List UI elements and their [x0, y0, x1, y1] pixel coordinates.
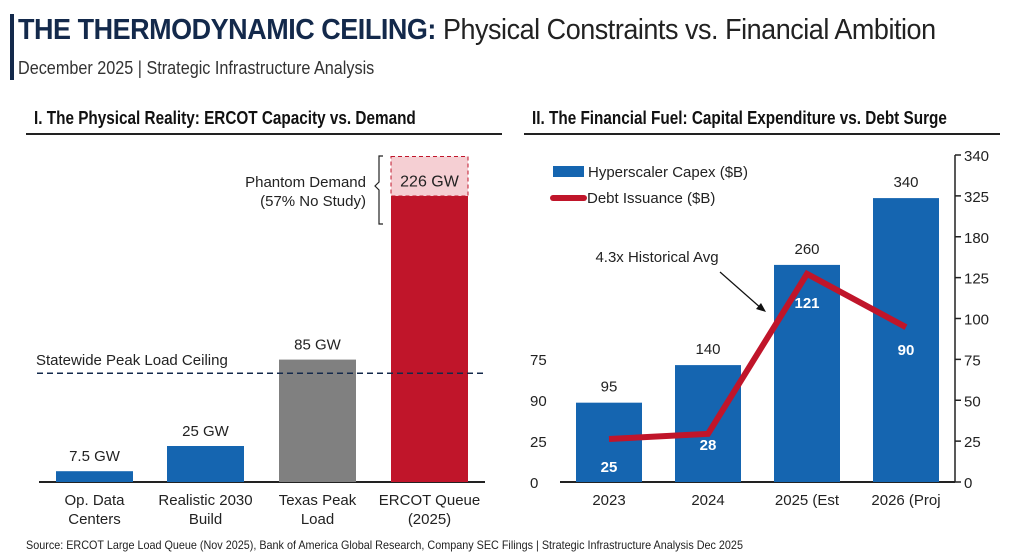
- title-rest: Physical Constraints vs. Financial Ambit…: [442, 14, 936, 46]
- debt-value-label: 121: [794, 295, 819, 312]
- legend-capex-label: Hyperscaler Capex ($B): [588, 164, 748, 181]
- capex-value-label: 340: [893, 174, 918, 191]
- right-y-tick-label: 50: [964, 393, 981, 410]
- left-y-tick-label: 0: [530, 475, 538, 492]
- bar-value-label: 25 GW: [182, 423, 230, 440]
- right-y-tick-label: 75: [964, 352, 981, 369]
- left-y-tick-label: 75: [530, 352, 547, 369]
- phantom-demand-segment: [390, 156, 469, 197]
- x-tick-label: Realistic 2030: [158, 492, 252, 509]
- left-title-rule: [26, 133, 502, 135]
- right-title-rule: [524, 133, 1000, 135]
- x-tick-label: Build: [189, 511, 222, 528]
- title-bold: THE THERMODYNAMIC CEILING:: [18, 14, 436, 46]
- right-y-tick-label: 0: [964, 475, 972, 492]
- bar-value-label: 7.5 GW: [69, 448, 121, 465]
- capex-bar-2026 (Proj: [873, 198, 939, 482]
- right-y-tick-label: 25: [964, 434, 981, 451]
- left-chart-title: I. The Physical Reality: ERCOT Capacity …: [34, 108, 416, 128]
- x-tick-label: Texas Peak: [279, 492, 357, 509]
- legend-capex-swatch: [553, 166, 584, 177]
- capex-bar-2024: [675, 365, 741, 482]
- historical-avg-annotation: 4.3x Historical Avg: [595, 249, 718, 266]
- title-accent-bar: [10, 14, 14, 80]
- left-y-tick-label: 25: [530, 434, 547, 451]
- phantom-annotation-line2: (57% No Study): [260, 193, 366, 210]
- right-y-tick-label: 125: [964, 271, 989, 288]
- bar-ercot-queue: [391, 196, 468, 482]
- phantom-annotation-line1: Phantom Demand: [245, 174, 366, 191]
- x-tick-label: 2023: [592, 492, 625, 509]
- right-chart-title: II. The Financial Fuel: Capital Expendit…: [532, 108, 947, 128]
- x-tick-label: Centers: [68, 511, 121, 528]
- capex-value-label: 95: [601, 379, 618, 396]
- capex-value-label: 260: [794, 241, 819, 258]
- x-tick-label: Op. Data: [64, 492, 125, 509]
- capex-value-label: 140: [695, 341, 720, 358]
- ceiling-label: Statewide Peak Load Ceiling: [36, 352, 228, 369]
- right-y-tick-label: 180: [964, 230, 989, 247]
- bar-value-label: 85 GW: [294, 337, 342, 354]
- phantom-brace: [374, 155, 383, 225]
- x-tick-label: ERCOT Queue: [379, 492, 480, 509]
- page-title: THE THERMODYNAMIC CEILING: Physical Cons…: [18, 14, 936, 47]
- x-tick-label: 2025 (Est: [775, 492, 840, 509]
- x-tick-label: Load: [301, 511, 334, 528]
- capex-bar-2023: [576, 402, 642, 482]
- debt-issuance-line: [608, 269, 908, 442]
- bar-0: [56, 471, 133, 482]
- legend-debt-label: Debt Issuance ($B): [587, 190, 715, 207]
- annotation-arrow-head: [756, 303, 766, 312]
- debt-value-label: 25: [601, 459, 618, 476]
- bar-1: [167, 446, 244, 482]
- bar-value-label: 226 GW: [400, 174, 460, 191]
- right-y-tick-label: 340: [964, 148, 989, 165]
- left-y-tick-label: 90: [530, 393, 547, 410]
- capex-bar-2025 (Est: [774, 264, 840, 482]
- debt-value-label: 90: [898, 342, 915, 359]
- x-tick-label: 2024: [691, 492, 724, 509]
- source-note: Source: ERCOT Large Load Queue (Nov 2025…: [26, 538, 743, 552]
- annotation-arrow-line: [719, 271, 763, 310]
- bar-2: [279, 359, 356, 482]
- right-y-tick-label: 325: [964, 189, 989, 206]
- x-tick-label: 2026 (Proj: [871, 492, 940, 509]
- page-subtitle: December 2025 | Strategic Infrastructure…: [18, 58, 375, 78]
- x-tick-label: (2025): [408, 511, 451, 528]
- debt-value-label: 28: [700, 437, 717, 454]
- right-y-tick-label: 100: [964, 312, 989, 329]
